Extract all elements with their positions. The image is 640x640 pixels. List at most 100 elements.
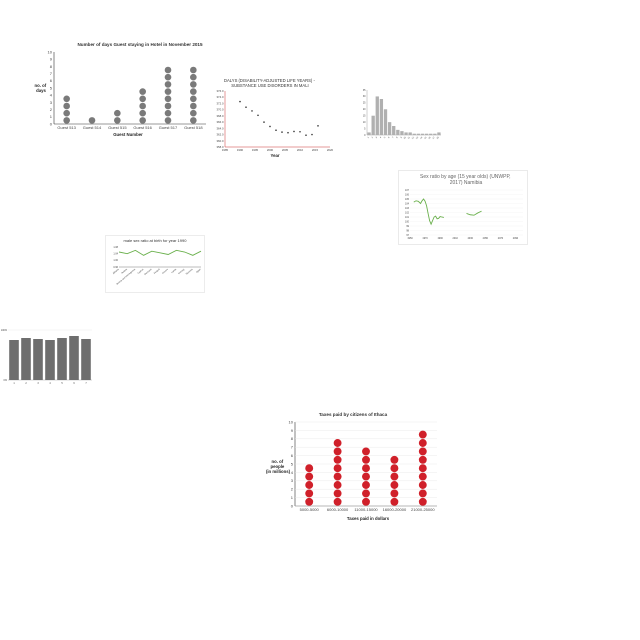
y-tick-label: 30 bbox=[363, 95, 366, 98]
histogram-bar bbox=[367, 132, 371, 135]
y-tick-label: 364.0 bbox=[217, 126, 224, 130]
data-dot bbox=[390, 464, 399, 473]
data-dot bbox=[418, 439, 427, 447]
y-axis-label: no. of people (in millions) bbox=[266, 459, 291, 474]
x-tick-label: 17 bbox=[432, 136, 436, 140]
y-tick-label: 8 bbox=[291, 436, 294, 441]
x-tick-label: Austria bbox=[121, 267, 129, 274]
data-dot bbox=[333, 439, 342, 447]
y-tick-label: 358.0 bbox=[217, 145, 224, 149]
x-tick-label: 8 bbox=[396, 136, 399, 139]
histogram-bar bbox=[412, 133, 416, 135]
data-dot bbox=[333, 481, 342, 489]
chart-title: Sex ratio by age (15 year olds) (UNWPP, … bbox=[420, 174, 512, 186]
histogram-bar bbox=[371, 115, 375, 135]
x-tick-label: 5 bbox=[384, 136, 387, 139]
histogram-bar bbox=[420, 133, 425, 135]
chart-dalys-mali: DALYS (DISABILITY-ADJUSTED LIFE YEARS) -… bbox=[205, 75, 335, 160]
data-dot bbox=[190, 117, 197, 124]
x-tick-label: 5000-5000 bbox=[300, 507, 320, 512]
histogram-bar bbox=[429, 133, 433, 135]
x-axis-label: Guest Number bbox=[113, 132, 143, 137]
x-tick-label: 2010 bbox=[453, 237, 459, 240]
y-tick-label: 4 bbox=[291, 470, 294, 475]
chart-title: Number of days Guest staying in Hotel in… bbox=[77, 42, 203, 47]
y-tick-label: 101 bbox=[405, 216, 410, 219]
y-tick-label: 7 bbox=[50, 71, 53, 76]
chart-dark-bars: 100% 0% 1 2 3 4 5 6 7 bbox=[0, 325, 95, 390]
bar bbox=[69, 336, 79, 380]
y-tick-label: 4 bbox=[50, 93, 53, 98]
y-tick-label: 1.04 bbox=[113, 252, 118, 255]
y-tick-label: 103 bbox=[405, 207, 410, 210]
y-tick-label: 8 bbox=[50, 64, 53, 69]
y-tick-label: 106 bbox=[405, 193, 410, 196]
x-tick-label: 1 bbox=[367, 136, 370, 139]
x-tick-label: 1990 bbox=[437, 237, 443, 240]
x-tick-label: 3 bbox=[376, 136, 379, 139]
data-dot bbox=[362, 481, 370, 489]
data-point bbox=[293, 130, 295, 133]
data-dot bbox=[333, 464, 342, 473]
data-dot bbox=[164, 117, 172, 124]
data-point bbox=[281, 131, 283, 133]
chart-title: male sex ratio at birth for year 1990 bbox=[124, 238, 188, 243]
x-tick-label: 10 bbox=[404, 136, 408, 140]
data-dot bbox=[190, 66, 197, 74]
data-point bbox=[245, 106, 247, 108]
y-tick-label: 6 bbox=[50, 78, 53, 83]
x-tick-label: Latvia bbox=[171, 267, 178, 274]
dalys-svg: DALYS (DISABILITY-ADJUSTED LIFE YEARS) -… bbox=[217, 78, 334, 158]
dark-bars-svg: 100% 0% 1 2 3 4 5 6 7 bbox=[1, 329, 92, 385]
data-dot bbox=[362, 472, 370, 481]
y-tick-label: 362.0 bbox=[217, 133, 224, 137]
data-dot bbox=[418, 481, 427, 489]
data-point bbox=[311, 133, 313, 136]
y-tick-label: 1.08 bbox=[113, 246, 118, 249]
x-tick-label: 2050 bbox=[483, 237, 489, 240]
x-tick-label: Guest 517 bbox=[159, 125, 178, 130]
bar bbox=[21, 338, 31, 380]
data-dot bbox=[114, 117, 121, 124]
x-tick-label: 2020 bbox=[327, 148, 334, 152]
data-dot bbox=[418, 497, 427, 506]
histogram-bar bbox=[392, 126, 396, 135]
x-tick-label: Finland bbox=[154, 268, 161, 275]
y-tick-label: 360.0 bbox=[217, 139, 224, 143]
x-tick-label: 2 bbox=[372, 136, 375, 139]
histogram-bar bbox=[400, 131, 404, 135]
data-dot bbox=[418, 455, 427, 464]
y-tick-label: 368.0 bbox=[217, 114, 224, 118]
ithaca-svg: Taxes paid by citizens of Ithaca no. of … bbox=[266, 412, 437, 521]
namibia-svg: Sex ratio by age (15 year olds) (UNWPP, … bbox=[398, 170, 528, 245]
x-tick-label: 6000-10000 bbox=[327, 507, 349, 512]
y-tick-label: 0.96 bbox=[113, 266, 118, 269]
y-tick-label: 10 bbox=[363, 121, 366, 124]
data-dot bbox=[362, 447, 370, 456]
y-tick-label: 15 bbox=[363, 115, 366, 118]
x-tick-label: 1990 bbox=[237, 148, 244, 152]
data-point bbox=[251, 110, 253, 112]
y-tick-label: 97 bbox=[406, 234, 409, 237]
data-dot bbox=[164, 66, 172, 74]
data-point bbox=[317, 125, 319, 127]
chart-title-line1: Sex ratio by age (15 year olds) (UNWPP, bbox=[420, 174, 511, 180]
histogram-bar bbox=[379, 99, 384, 135]
y-tick-label: 6 bbox=[291, 453, 294, 458]
y-tick-label: 0 bbox=[364, 134, 366, 137]
y-tick-label: 0 bbox=[50, 121, 53, 126]
x-tick-label: 1 bbox=[13, 382, 15, 385]
data-dot bbox=[63, 102, 70, 110]
x-tick-label: 16 bbox=[428, 136, 432, 140]
y-axis-label-line1: no. of bbox=[35, 83, 47, 88]
x-tick-label: 7 bbox=[392, 136, 395, 139]
x-tick-label: 2030 bbox=[468, 237, 474, 240]
x-tick-label: 2 bbox=[25, 382, 27, 385]
y-tick-label: 9 bbox=[291, 428, 294, 433]
y-tick-label: 376.0 bbox=[217, 89, 224, 93]
y-tick-label: 20 bbox=[363, 108, 366, 111]
histogram-bar bbox=[404, 132, 408, 135]
data-dot bbox=[305, 481, 314, 489]
x-tick-label: 2090 bbox=[513, 237, 519, 240]
